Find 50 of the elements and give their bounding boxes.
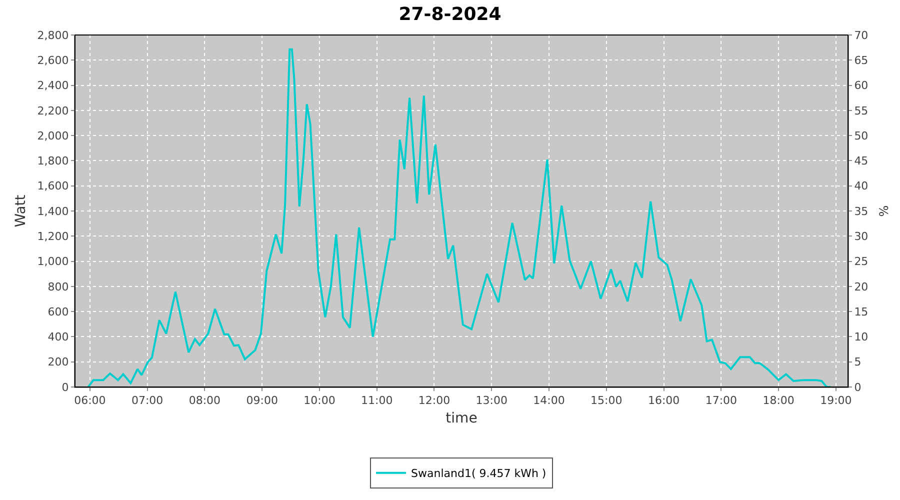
x-tick-label: 17:00 bbox=[705, 394, 738, 408]
y-tick-label: 2,400 bbox=[37, 79, 69, 92]
y2-tick-label: 70 bbox=[854, 28, 868, 42]
y2-tick-label: 0 bbox=[854, 380, 862, 394]
y-tick-label: 1,400 bbox=[37, 204, 69, 218]
x-tick-label: 19:00 bbox=[820, 394, 852, 408]
y2-tick-label: 50 bbox=[854, 129, 868, 142]
y-tick-label: 2,600 bbox=[37, 54, 69, 67]
y2-axis-title: % bbox=[877, 205, 891, 217]
x-tick-label: 07:00 bbox=[131, 394, 164, 408]
x-tick-label: 06:00 bbox=[74, 394, 106, 408]
y2-tick-label: 30 bbox=[854, 230, 868, 243]
y-tick-label: 1,000 bbox=[37, 255, 69, 268]
x-tick-label: 11:00 bbox=[361, 394, 393, 408]
y-tick-label: 600 bbox=[48, 305, 69, 318]
y2-tick-label: 35 bbox=[854, 204, 868, 218]
y2-tick-label: 45 bbox=[854, 154, 868, 168]
y2-tick-label: 60 bbox=[854, 79, 868, 92]
x-tick-label: 08:00 bbox=[188, 394, 221, 408]
y2-tick-label: 40 bbox=[854, 180, 868, 193]
line-series bbox=[87, 48, 832, 387]
y-axis-title: Watt bbox=[12, 194, 29, 228]
x-tick-label: 16:00 bbox=[648, 394, 680, 408]
x-tick-label: 13:00 bbox=[476, 394, 508, 408]
x-axis-title: time bbox=[446, 410, 478, 426]
y-tick-label: 800 bbox=[48, 280, 69, 294]
y-tick-label: 2,800 bbox=[37, 28, 69, 42]
chart-title: 27-8-2024 bbox=[398, 4, 502, 26]
y-tick-label: 1,200 bbox=[37, 230, 69, 243]
x-tick-label: 12:00 bbox=[418, 394, 450, 408]
y-tick-label: 400 bbox=[48, 330, 69, 344]
legend-label: Swanland1( 9.457 kWh ) bbox=[411, 467, 546, 480]
y-tick-label: 200 bbox=[48, 356, 69, 369]
y2-tick-label: 55 bbox=[854, 104, 868, 118]
y2-tick-label: 5 bbox=[854, 356, 862, 369]
y-tick-label: 1,600 bbox=[37, 180, 69, 193]
x-tick-label: 10:00 bbox=[304, 394, 336, 408]
y2-tick-label: 25 bbox=[854, 255, 868, 268]
x-tick-label: 09:00 bbox=[246, 394, 278, 408]
y2-tick-label: 20 bbox=[854, 280, 868, 294]
x-tick-label: 15:00 bbox=[590, 394, 622, 408]
y-tick-label: 1,800 bbox=[37, 154, 69, 168]
x-tick-label: 18:00 bbox=[762, 394, 794, 408]
y2-tick-label: 15 bbox=[854, 305, 868, 318]
y-tick-label: 0 bbox=[62, 380, 69, 394]
x-tick-label: 14:00 bbox=[533, 394, 565, 408]
y-tick-label: 2,200 bbox=[37, 104, 69, 118]
y2-tick-label: 65 bbox=[854, 54, 868, 67]
y-tick-label: 2,000 bbox=[37, 129, 69, 142]
y2-tick-label: 10 bbox=[854, 330, 868, 344]
